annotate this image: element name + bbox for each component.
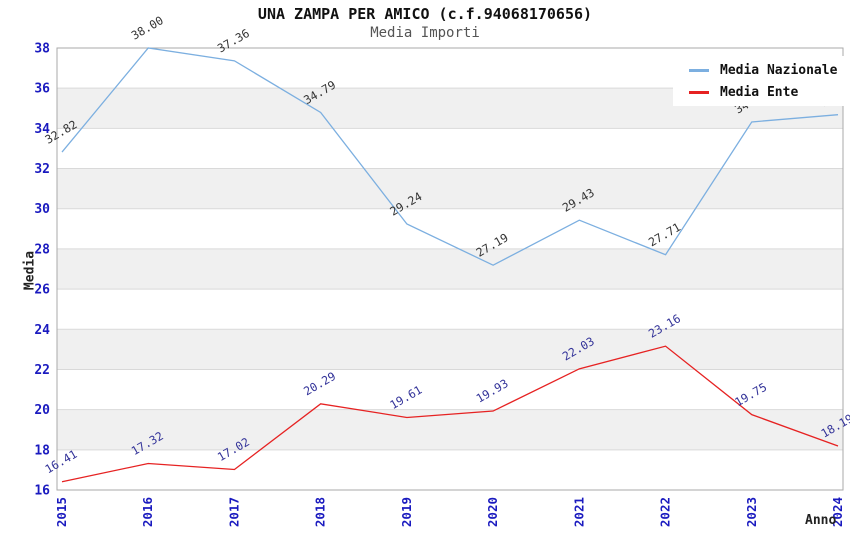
legend-line-icon-nazionale: [689, 68, 709, 72]
data-label: 19.93: [474, 376, 511, 405]
x-tick-label: 2024: [830, 497, 845, 527]
chart-title: UNA ZAMPA PER AMICO (c.f.94068170656): [257, 5, 593, 23]
y-tick-label: 30: [34, 202, 50, 217]
y-tick-label: 18: [34, 443, 50, 458]
y-axis-title: Media: [22, 250, 38, 291]
x-tick-label: 2018: [313, 497, 328, 527]
data-label: 38.00: [129, 13, 166, 42]
data-label: 27.71: [646, 220, 683, 249]
series-line-media-nazionale: [61, 47, 839, 266]
data-label: 19.61: [387, 383, 424, 412]
plot-band: [57, 248, 843, 290]
y-tick-label: 16: [34, 484, 50, 499]
x-tick-label: 2019: [399, 497, 414, 527]
data-label: 37.36: [215, 26, 252, 55]
x-tick-label: 2016: [140, 497, 155, 527]
plot-border: [56, 47, 844, 491]
y-tick-label: 28: [34, 242, 50, 257]
plot-band: [57, 409, 843, 450]
legend-line-icon-ente: [689, 90, 709, 94]
y-tick-label: 32: [34, 162, 50, 177]
y-tick-label: 34: [34, 122, 50, 137]
x-tick-label: 2022: [658, 497, 673, 527]
plot-band: [57, 329, 843, 370]
y-tick-label: 26: [34, 283, 50, 298]
plot-band: [57, 168, 843, 209]
data-label: 20.29: [301, 369, 338, 398]
data-label: 19.75: [732, 380, 769, 409]
x-tick-label: 2015: [54, 497, 69, 527]
x-tick-label: 2020: [485, 497, 500, 527]
y-tick-label: 24: [34, 323, 50, 338]
x-tick-label: 2021: [571, 497, 586, 527]
x-axis-title: Anno: [805, 513, 837, 528]
legend-item-ente: Media Ente: [689, 85, 850, 100]
legend: Media Nazionale Media Ente: [673, 56, 850, 106]
y-tick-label: 20: [34, 403, 50, 418]
legend-item-nazionale: Media Nazionale: [689, 63, 850, 78]
y-tick-label: 36: [34, 82, 50, 97]
series-line-media-ente: [61, 345, 839, 483]
chart-subtitle: Media Importi: [370, 25, 480, 41]
x-tick-label: 2023: [744, 497, 759, 527]
y-tick-label: 38: [34, 42, 50, 57]
legend-label-nazionale: Media Nazionale: [720, 62, 838, 78]
x-tick-label: 2017: [226, 497, 241, 527]
y-tick-label: 22: [34, 363, 50, 378]
legend-label-ente: Media Ente: [720, 84, 799, 100]
